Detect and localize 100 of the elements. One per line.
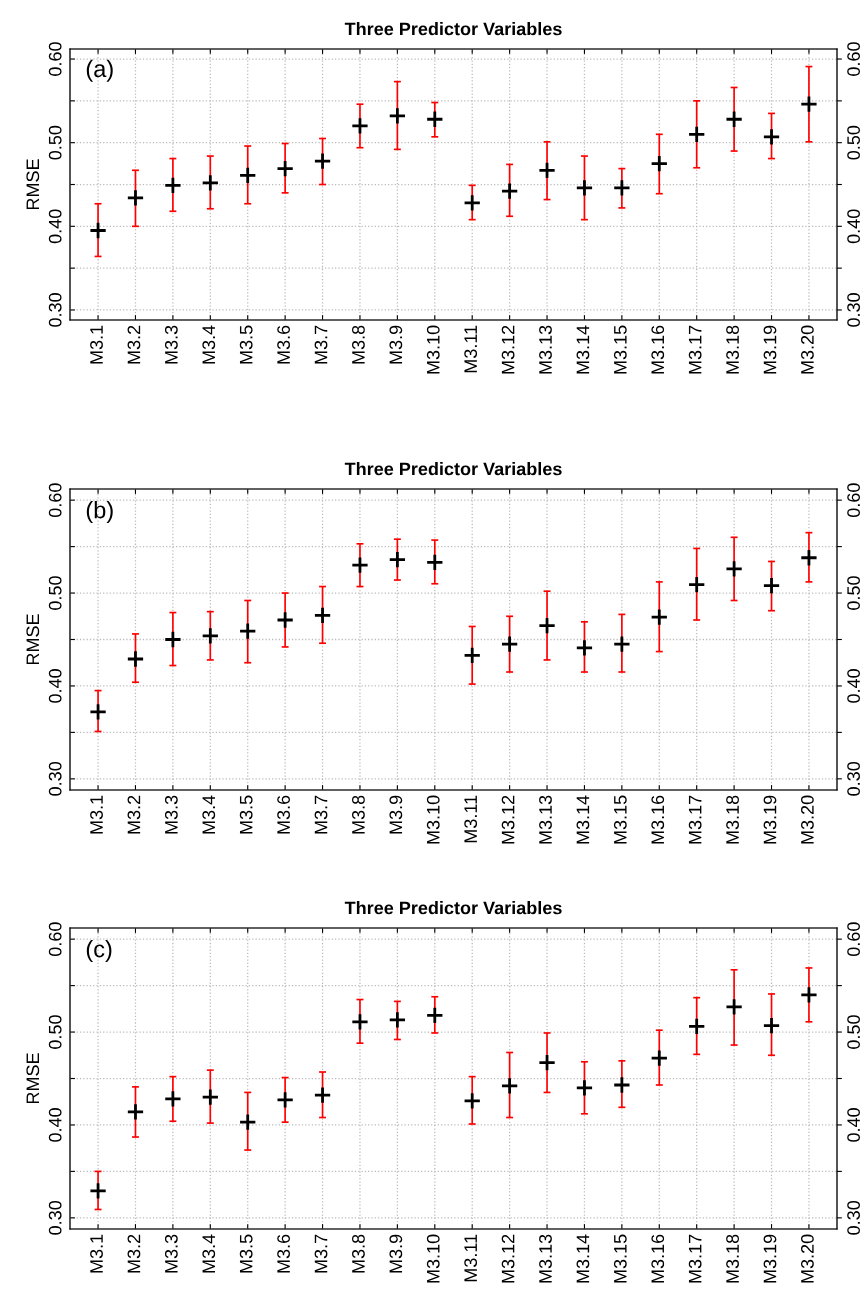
x-tick-label: M3.13 [539, 1234, 552, 1283]
y-tick-label: 0.50 [48, 1015, 62, 1049]
point [650, 154, 669, 173]
point [463, 1091, 482, 1110]
x-tick-label: M3.3 [164, 795, 178, 834]
x-tick-label: M3.8 [352, 325, 365, 364]
point [575, 638, 594, 657]
y-tick-label: 0.30 [48, 1200, 62, 1235]
y2-tick-label: 0.60 [847, 483, 860, 518]
x-tick-label: M3.20 [801, 325, 814, 374]
y2-tick-label: 0.50 [847, 576, 860, 610]
x-tick-label: M3.12 [501, 1234, 515, 1283]
point [276, 159, 295, 178]
point [126, 649, 145, 669]
point [163, 176, 182, 195]
x-tick-label: M3.7 [314, 325, 328, 364]
x-tick-label: M3.4 [202, 795, 216, 834]
y2-tick-label: 0.30 [847, 1200, 860, 1235]
point [500, 1076, 519, 1095]
y2-tick-label: 0.40 [847, 1108, 860, 1142]
x-tick-label: M3.15 [613, 795, 627, 844]
point [612, 178, 631, 197]
point [500, 182, 519, 201]
x-tick-label: M3.7 [314, 1234, 328, 1273]
point [612, 1075, 631, 1095]
x-tick-label: M3.6 [277, 325, 290, 364]
point [350, 1012, 369, 1031]
x-tick-label: M3.11 [464, 795, 478, 843]
x-tick-label: M3.17 [688, 325, 702, 374]
x-tick-label: M3.19 [763, 1234, 777, 1283]
x-tick-label: M3.20 [801, 795, 814, 844]
point [89, 702, 108, 721]
point [538, 1053, 557, 1072]
x-tick-label: M3.9 [389, 325, 403, 364]
point [425, 1006, 444, 1025]
point [762, 576, 781, 595]
point [725, 110, 744, 129]
point [388, 1010, 407, 1029]
point [238, 166, 257, 185]
x-tick-label: M3.16 [651, 325, 665, 374]
x-tick-label: M3.15 [613, 1234, 627, 1283]
x-tick-label: M3.15 [613, 325, 627, 374]
point [163, 1089, 182, 1108]
point [762, 127, 781, 146]
x-tick-label: M3.11 [464, 1234, 478, 1282]
y-tick-label: 0.30 [48, 761, 62, 796]
x-tick-label: M3.11 [464, 325, 478, 373]
x-tick-label: M3.12 [501, 325, 515, 374]
x-tick-label: M3.20 [801, 1234, 814, 1283]
y2-tick-label: 0.30 [847, 293, 860, 327]
y2-tick-label: 0.60 [847, 42, 860, 76]
point [89, 221, 108, 240]
chart-title: Three Predictor Variables [344, 901, 562, 915]
y-tick-label: 0.50 [48, 576, 62, 610]
x-tick-label: M3.4 [202, 1234, 216, 1273]
point [388, 550, 407, 569]
x-tick-label: M3.5 [239, 795, 253, 834]
y-tick-label: 0.60 [48, 483, 62, 518]
y2-tick-label: 0.40 [847, 209, 860, 244]
x-tick-label: M3.10 [426, 325, 440, 374]
point [126, 1102, 145, 1121]
point [687, 125, 706, 144]
x-tick-label: M3.16 [651, 1234, 665, 1283]
point [238, 1113, 257, 1132]
y-axis-title: RMSE [26, 614, 40, 665]
point [313, 606, 332, 625]
point [201, 1088, 220, 1107]
chart-title: Three Predictor Variables [344, 22, 562, 36]
point [612, 635, 631, 654]
point [388, 106, 407, 125]
point [350, 556, 369, 575]
point [687, 1017, 706, 1036]
x-tick-label: M3.19 [763, 325, 777, 374]
annotation: (b) [86, 501, 113, 524]
point [425, 110, 444, 129]
y2-tick-label: 0.50 [847, 1015, 860, 1049]
x-tick-label: M3.2 [127, 1234, 141, 1273]
point [350, 116, 369, 135]
point [725, 559, 744, 578]
x-tick-label: M3.9 [389, 1234, 403, 1273]
point [313, 152, 332, 171]
point [163, 630, 182, 649]
point [463, 193, 482, 212]
x-tick-label: M3.9 [389, 795, 403, 834]
point [89, 1181, 108, 1200]
x-tick-label: M3.5 [239, 1234, 253, 1273]
x-tick-label: M3.5 [239, 325, 253, 364]
x-tick-label: M3.18 [726, 1234, 739, 1283]
x-tick-label: M3.10 [426, 1234, 440, 1283]
point [650, 608, 669, 627]
annotation: (a) [86, 59, 113, 82]
x-tick-label: M3.14 [576, 1234, 590, 1283]
y-tick-label: 0.50 [48, 125, 62, 160]
y2-tick-label: 0.50 [847, 125, 860, 160]
x-tick-label: M3.19 [763, 795, 777, 844]
point [126, 188, 145, 207]
point [687, 575, 706, 594]
x-tick-label: M3.7 [314, 795, 328, 834]
x-tick-label: M3.13 [539, 325, 552, 374]
x-tick-label: M3.14 [576, 325, 590, 374]
